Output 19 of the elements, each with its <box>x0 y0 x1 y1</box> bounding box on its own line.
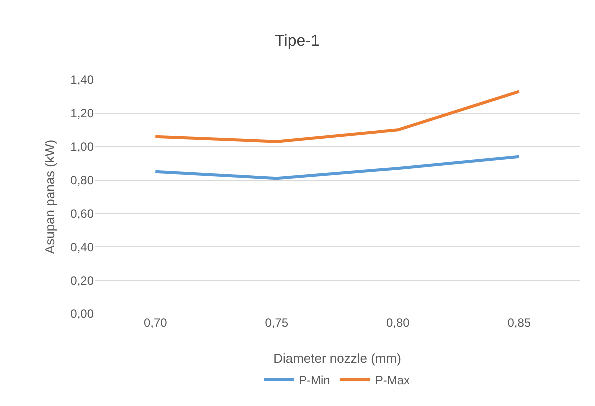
y-tick-label: 0,20 <box>70 274 94 288</box>
x-tick-label: 0,70 <box>144 316 168 330</box>
legend-label: P-Min <box>299 374 330 388</box>
legend-label: P-Max <box>375 374 410 388</box>
y-tick-label: 1,40 <box>70 73 94 88</box>
x-tick-label: 0,80 <box>386 316 410 330</box>
x-tick-label: 0,85 <box>508 316 532 330</box>
y-tick-label: 1,20 <box>70 106 94 121</box>
y-tick-label: 0,00 <box>70 307 94 322</box>
y-tick-label: 0,80 <box>70 173 94 188</box>
x-tick-label: 0,75 <box>265 316 289 330</box>
x-axis-title: Diameter nozzle (mm) <box>274 351 402 366</box>
y-axis-title: Asupan panas (kW) <box>42 140 58 254</box>
chart-title: Tipe-1 <box>275 33 320 50</box>
y-tick-label: 0,60 <box>70 206 94 221</box>
line-series <box>154 90 521 144</box>
y-tick-label: 1,00 <box>70 140 94 154</box>
line-series <box>154 155 521 180</box>
y-tick-label: 0,40 <box>70 240 94 254</box>
